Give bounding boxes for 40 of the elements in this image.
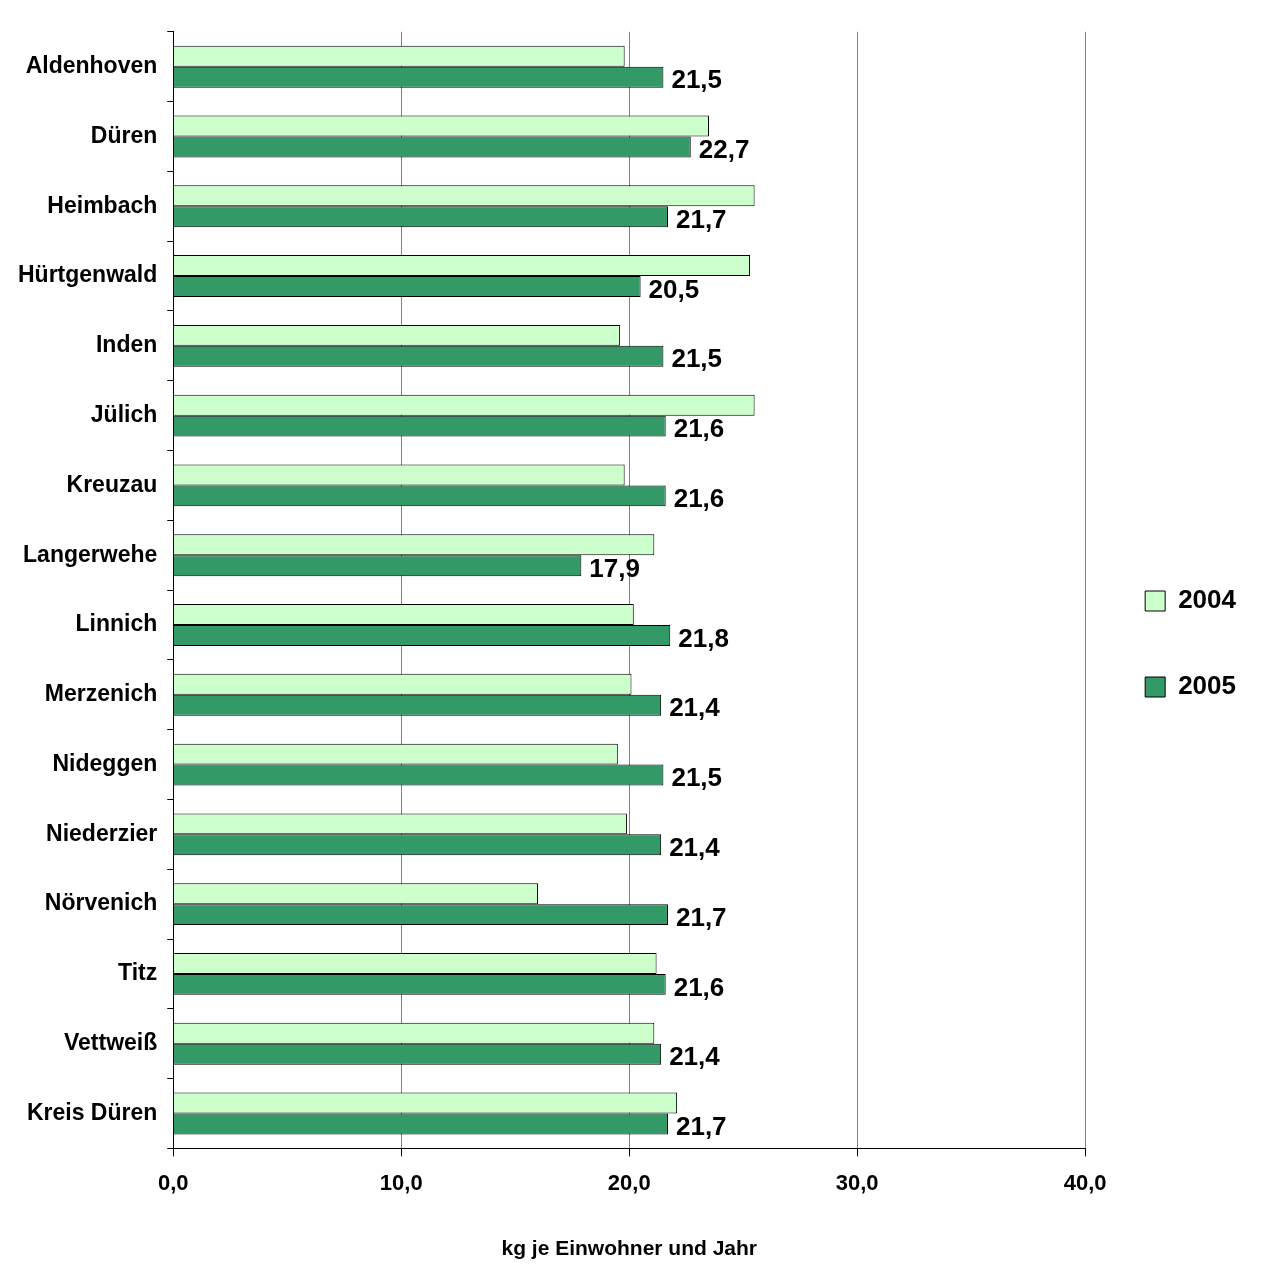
- y-tick-label: Inden: [95, 331, 158, 358]
- y-tick-label: Nideggen: [52, 749, 158, 776]
- y-tick-label: Heimbach: [47, 191, 158, 218]
- y-tick-label: Düren: [90, 121, 158, 148]
- data-label: 21,6: [673, 483, 725, 514]
- data-label: 21,6: [673, 971, 725, 1002]
- y-tick-label: Vettweiß: [63, 1029, 158, 1056]
- data-label: 21,4: [669, 1041, 721, 1072]
- x-tick-label: 40,0: [1063, 1169, 1107, 1195]
- y-tick-label: Titz: [118, 959, 158, 986]
- y-tick-label: Langerwehe: [23, 540, 158, 567]
- x-axis-title: kg je Einwohner und Jahr: [501, 1236, 757, 1260]
- data-label: 21,4: [669, 832, 721, 862]
- y-tick-label: Niederzier: [46, 819, 158, 846]
- x-tick-label: 30,0: [835, 1169, 879, 1195]
- data-label: 21,5: [671, 343, 723, 374]
- data-label: 21,8: [678, 622, 729, 653]
- data-label: 21,6: [673, 413, 725, 444]
- y-tick-label: Aldenhoven: [25, 52, 158, 79]
- y-tick-label: Nörvenich: [44, 889, 158, 916]
- data-label: 17,9: [589, 552, 640, 583]
- legend-label: 2004: [1178, 584, 1237, 615]
- data-label: 20,5: [648, 273, 700, 304]
- y-tick-label: Kreis Düren: [26, 1098, 158, 1125]
- data-label: 21,5: [671, 64, 723, 95]
- data-label: 21,4: [669, 692, 721, 723]
- y-tick-label: Hürtgenwald: [18, 261, 158, 288]
- x-tick-label: 0,0: [157, 1169, 189, 1195]
- data-label: 22,7: [698, 134, 750, 165]
- x-tick-label: 20,0: [607, 1169, 651, 1195]
- x-tick-label: 10,0: [379, 1169, 423, 1195]
- y-tick-label: Linnich: [75, 610, 158, 637]
- data-label: 21,7: [675, 203, 727, 234]
- data-label: 21,7: [675, 1111, 727, 1142]
- y-tick-label: Merzenich: [44, 680, 158, 707]
- data-label: 21,7: [675, 901, 727, 932]
- y-tick-label: Kreuzau: [66, 470, 158, 497]
- data-label: 21,5: [671, 762, 723, 793]
- y-tick-label: Jülich: [90, 400, 158, 427]
- legend-label: 2005: [1178, 670, 1236, 701]
